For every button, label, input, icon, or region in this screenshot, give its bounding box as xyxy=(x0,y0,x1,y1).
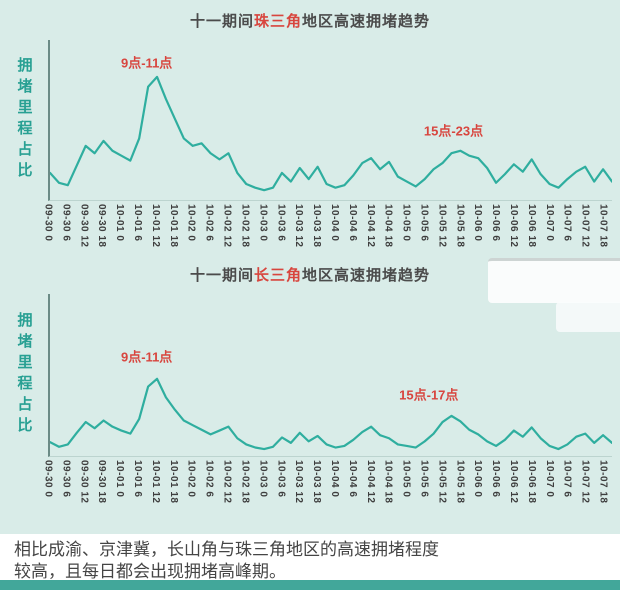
x-tick-label: 10-07 6 xyxy=(561,204,573,242)
x-tick-label: 09-30 6 xyxy=(60,460,72,498)
title-region-highlight: 长三角 xyxy=(253,267,302,284)
x-tick-label: 10-06 6 xyxy=(490,204,502,242)
title-suffix: 地区高速拥堵趋势 xyxy=(302,13,431,30)
x-tick-label: 10-05 18 xyxy=(454,460,466,504)
x-tick-label: 10-06 0 xyxy=(472,204,484,242)
chart-title: 十一期间珠三角地区高速拥堵趋势 xyxy=(0,10,620,34)
x-tick-label: 10-07 12 xyxy=(579,204,591,248)
x-tick-label: 10-06 6 xyxy=(490,460,502,498)
x-tick-label: 10-05 6 xyxy=(418,204,430,242)
congestion-trend-line xyxy=(50,379,612,449)
x-tick-label: 10-02 6 xyxy=(203,204,215,242)
peak-annotation: 9点-11点 xyxy=(121,55,173,71)
x-tick-label: 10-04 0 xyxy=(328,460,340,498)
x-tick-label: 10-04 18 xyxy=(382,460,394,504)
chart-title: 十一期间长三角地区高速拥堵趋势 xyxy=(0,264,620,288)
x-tick-label: 10-06 12 xyxy=(508,204,520,248)
x-tick-label: 09-30 18 xyxy=(96,204,108,248)
line-chart-svg xyxy=(50,40,612,200)
x-tick-label: 10-02 12 xyxy=(221,204,233,248)
x-tick-label: 10-01 18 xyxy=(167,460,179,504)
x-tick-label: 09-30 18 xyxy=(96,460,108,504)
x-tick-label: 10-03 0 xyxy=(257,204,269,242)
x-tick-label: 10-04 18 xyxy=(382,204,394,248)
x-tick-label: 10-01 0 xyxy=(114,460,126,498)
x-tick-label: 10-03 6 xyxy=(275,460,287,498)
peak-annotation: 15点-17点 xyxy=(399,387,459,403)
x-tick-label: 09-30 6 xyxy=(60,204,72,242)
x-tick-label: 10-05 18 xyxy=(454,204,466,248)
x-axis-tick-labels: 09-30 0 09-30 6 09-30 12 09-30 18 10-01 0 10-… xyxy=(43,204,612,264)
caption-line-1: 相比成渝、京津冀，长山角与珠三角地区的高速拥堵程度 xyxy=(14,540,439,559)
x-tick-label: 10-03 12 xyxy=(293,460,305,504)
x-tick-label: 10-01 12 xyxy=(149,460,161,504)
y-axis-label: 拥堵里程占比 xyxy=(15,57,33,183)
x-tick-label: 09-30 0 xyxy=(42,460,54,498)
x-tick-label: 10-03 6 xyxy=(275,204,287,242)
x-tick-label: 10-02 12 xyxy=(221,460,233,504)
x-tick-label: 10-03 18 xyxy=(311,460,323,504)
x-tick-label: 10-03 0 xyxy=(257,460,269,498)
line-chart-svg xyxy=(50,294,612,456)
x-tick-label: 10-07 18 xyxy=(597,460,609,504)
charts-panel: 十一期间珠三角地区高速拥堵趋势 拥堵里程占比 9点-11点 15点-23点 09-… xyxy=(0,0,620,534)
x-tick-label: 10-03 12 xyxy=(293,204,305,248)
x-tick-label: 10-03 18 xyxy=(311,204,323,248)
x-tick-label: 10-07 0 xyxy=(543,460,555,498)
annotation-layer: 9点-11点 15点-23点 xyxy=(50,40,612,200)
x-tick-label: 10-07 0 xyxy=(543,204,555,242)
x-tick-label: 10-04 0 xyxy=(328,204,340,242)
x-tick-label: 10-05 0 xyxy=(400,460,412,498)
plot-area: 9点-11点 15点-23点 xyxy=(48,40,612,201)
x-tick-label: 10-04 12 xyxy=(364,204,376,248)
x-tick-label: 10-04 6 xyxy=(346,204,358,242)
x-tick-label: 10-02 0 xyxy=(185,204,197,242)
x-tick-label: 09-30 12 xyxy=(78,204,90,248)
plot-area: 9点-11点 15点-17点 xyxy=(48,294,612,457)
title-suffix: 地区高速拥堵趋势 xyxy=(302,267,431,284)
x-tick-label: 10-05 6 xyxy=(418,460,430,498)
chart-section-pearl-delta: 十一期间珠三角地区高速拥堵趋势 拥堵里程占比 9点-11点 15点-23点 09-… xyxy=(0,10,620,264)
x-tick-label: 10-06 0 xyxy=(472,460,484,498)
x-tick-label: 10-02 6 xyxy=(203,460,215,498)
x-tick-label: 10-05 12 xyxy=(436,204,448,248)
x-tick-label: 10-06 18 xyxy=(525,204,537,248)
x-tick-label: 10-01 6 xyxy=(132,204,144,242)
peak-annotation: 15点-23点 xyxy=(423,123,484,139)
x-axis-tick-labels: 09-30 0 09-30 6 09-30 12 09-30 18 10-01 0 10-… xyxy=(43,460,612,520)
y-axis-label: 拥堵里程占比 xyxy=(15,312,33,438)
title-prefix: 十一期间 xyxy=(189,267,254,284)
x-tick-label: 10-01 18 xyxy=(167,204,179,248)
congestion-trend-line xyxy=(50,77,612,190)
x-tick-label: 10-06 12 xyxy=(508,460,520,504)
caption-line-2: 较高，且每日都会出现拥堵高峰期。 xyxy=(14,562,286,582)
x-tick-label: 10-05 0 xyxy=(400,204,412,242)
x-tick-label: 09-30 0 xyxy=(42,204,54,242)
x-tick-label: 10-02 18 xyxy=(239,204,251,248)
x-tick-label: 10-07 18 xyxy=(597,204,609,248)
x-tick-label: 10-01 0 xyxy=(114,204,126,242)
annotation-layer: 9点-11点 15点-17点 xyxy=(50,294,612,456)
x-tick-label: 10-06 18 xyxy=(525,460,537,504)
x-tick-label: 10-02 18 xyxy=(239,460,251,504)
x-tick-label: 10-02 0 xyxy=(185,460,197,498)
title-prefix: 十一期间 xyxy=(189,13,254,30)
x-tick-label: 10-07 12 xyxy=(579,460,591,504)
peak-annotation: 9点-11点 xyxy=(121,349,173,365)
x-tick-label: 10-04 12 xyxy=(364,460,376,504)
x-tick-label: 10-04 6 xyxy=(346,460,358,498)
x-tick-label: 09-30 12 xyxy=(78,460,90,504)
footer-bar xyxy=(0,580,620,590)
x-tick-label: 10-05 12 xyxy=(436,460,448,504)
x-tick-label: 10-01 12 xyxy=(149,204,161,248)
x-tick-label: 10-07 6 xyxy=(561,460,573,498)
chart-section-yangtze-delta: 十一期间长三角地区高速拥堵趋势 拥堵里程占比 9点-11点 15点-17点 09-… xyxy=(0,264,620,520)
caption: 相比成渝、京津冀，长山角与珠三角地区的高速拥堵程度 较高，且每日都会出现拥堵高峰… xyxy=(0,534,620,582)
title-region-highlight: 珠三角 xyxy=(253,13,302,30)
x-tick-label: 10-01 6 xyxy=(132,460,144,498)
